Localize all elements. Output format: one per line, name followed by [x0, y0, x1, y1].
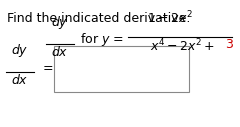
Text: $dx$: $dx$ [11, 73, 29, 87]
Text: $=$: $=$ [40, 60, 54, 74]
Text: for $y$ =: for $y$ = [80, 30, 124, 47]
Text: $x^4-2x^2+$: $x^4-2x^2+$ [150, 38, 215, 55]
Text: $dy$: $dy$ [51, 14, 69, 31]
Text: $1-2x^2$: $1-2x^2$ [147, 9, 193, 26]
Bar [54, 46, 189, 92]
Text: $dx$: $dx$ [51, 45, 69, 59]
Text: $3$: $3$ [225, 38, 234, 51]
Text: Find the indicated derivative.: Find the indicated derivative. [7, 12, 190, 25]
Text: $dy$: $dy$ [11, 42, 29, 59]
